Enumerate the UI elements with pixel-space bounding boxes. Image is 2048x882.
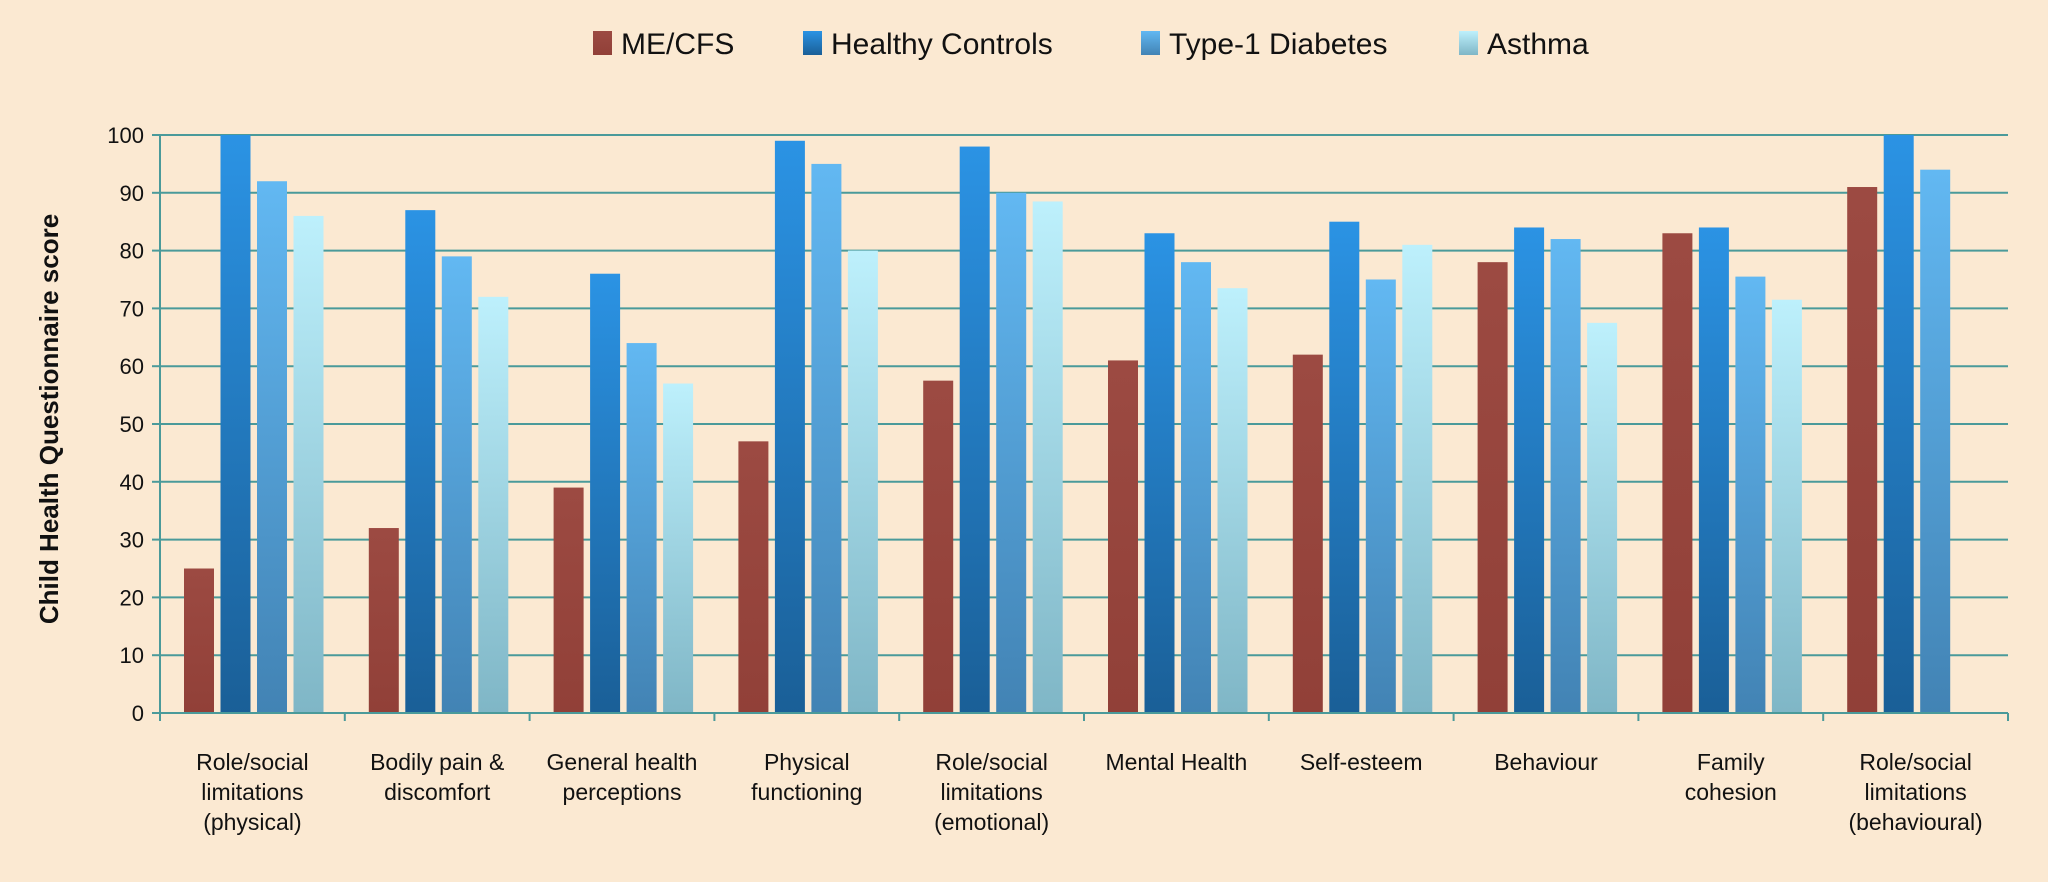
x-category-label-line: cohesion [1685, 779, 1777, 805]
y-tick-label: 70 [120, 296, 144, 321]
legend-label: Asthma [1487, 28, 1589, 61]
y-tick-label: 50 [120, 412, 144, 437]
x-category-label-line: limitations [201, 779, 303, 805]
legend-swatch [1459, 31, 1478, 55]
x-category-labels: Role/social limitations (physical) Bodily p… [196, 749, 1983, 835]
bar-me-cfs [184, 568, 214, 713]
bar-healthy-controls [220, 135, 251, 713]
y-tick-label: 20 [120, 585, 144, 610]
bar-asthma [1771, 299, 1802, 713]
y-tick-label: 90 [120, 181, 144, 206]
bar-healthy-controls [1144, 233, 1175, 713]
x-category-label: Role/social limitations (physical) [196, 749, 309, 835]
bar-healthy-controls [959, 146, 990, 713]
x-category-label: Behaviour [1494, 749, 1598, 775]
x-category-label: Role/social limitations (behavioural) [1848, 749, 1982, 835]
bars [184, 135, 1951, 714]
bar-me-cfs [1292, 354, 1323, 713]
bar-type-1-diabetes [1365, 279, 1396, 713]
x-category-label-line: Mental Health [1105, 749, 1247, 775]
legend: ME/CFS Healthy Controls Type-1 Diabetes Ast… [593, 28, 1589, 61]
bar-asthma [1587, 322, 1618, 713]
x-category-label: Physical functioning [751, 749, 862, 805]
x-category-label-line: Bodily pain & [370, 749, 504, 775]
bar-me-cfs [553, 487, 584, 713]
y-tick-label: 30 [120, 528, 144, 553]
bar-asthma [293, 215, 324, 714]
x-category-label: Self-esteem [1300, 749, 1423, 775]
y-tick-labels: 0 10 20 30 40 50 60 70 80 90 100 [107, 123, 144, 726]
bar-type-1-diabetes [441, 256, 472, 713]
x-category-label-line: Role/social [935, 749, 1048, 775]
bar-asthma [478, 296, 509, 713]
bar-type-1-diabetes [1550, 239, 1581, 714]
bar-type-1-diabetes [1920, 169, 1951, 713]
bar-me-cfs [1108, 360, 1138, 713]
bar-healthy-controls [1514, 227, 1545, 714]
y-axis-label: Child Health Questionnaire score [34, 214, 64, 624]
bar-asthma [663, 383, 694, 713]
x-category-label-line: discomfort [384, 779, 491, 805]
x-category-label-line: General health [547, 749, 698, 775]
bar-healthy-controls [405, 210, 436, 713]
y-tick-label: 100 [107, 123, 144, 148]
x-category-label-line: Physical [764, 749, 850, 775]
bar-me-cfs [738, 441, 769, 713]
x-category-label: General health perceptions [547, 749, 698, 805]
x-category-label-line: Role/social [196, 749, 309, 775]
bar-healthy-controls [1329, 221, 1360, 713]
bar-healthy-controls [1883, 135, 1914, 713]
x-category-label: Role/social limitations (emotional) [934, 749, 1049, 835]
bar-type-1-diabetes [1181, 262, 1211, 713]
y-tick-label: 40 [120, 470, 144, 495]
x-category-label-line: functioning [751, 779, 862, 805]
x-category-label-line: Role/social [1859, 749, 1972, 775]
x-category-label-line: Self-esteem [1300, 749, 1423, 775]
axes [159, 135, 2009, 721]
legend-swatch [803, 31, 822, 55]
y-tick-label: 10 [120, 643, 144, 668]
bar-me-cfs [1847, 187, 1878, 713]
y-tick-label: 0 [132, 701, 144, 726]
legend-swatch [1141, 31, 1160, 55]
x-category-label-line: Behaviour [1494, 749, 1598, 775]
legend-swatch [593, 31, 612, 55]
x-category-label-line: Family [1697, 749, 1765, 775]
bar-type-1-diabetes [996, 192, 1027, 714]
bar-me-cfs [1477, 262, 1508, 713]
x-category-label-line: (emotional) [934, 809, 1049, 835]
bar-asthma [1217, 288, 1248, 713]
bar-type-1-diabetes [257, 181, 287, 714]
bar-healthy-controls [590, 273, 621, 713]
bar-healthy-controls [774, 140, 805, 713]
bar-type-1-diabetes [1735, 276, 1766, 713]
bar-asthma [1402, 244, 1433, 713]
legend-label: ME/CFS [621, 28, 734, 61]
bar-type-1-diabetes [811, 163, 842, 713]
bar-healthy-controls [1698, 227, 1729, 714]
legend-label: Type-1 Diabetes [1169, 28, 1387, 61]
x-category-label-line: limitations [1864, 779, 1966, 805]
legend-label: Healthy Controls [831, 28, 1053, 61]
bar-asthma [847, 250, 878, 713]
bar-me-cfs [368, 528, 399, 713]
y-tick-label: 80 [120, 239, 144, 264]
y-tick-label: 60 [120, 354, 144, 379]
x-category-label-line: (physical) [203, 809, 301, 835]
bar-me-cfs [923, 380, 954, 713]
x-category-label-line: limitations [940, 779, 1042, 805]
x-category-label-line: perceptions [563, 779, 682, 805]
bar-type-1-diabetes [626, 343, 657, 713]
x-category-label: Bodily pain & discomfort [370, 749, 504, 805]
bar-asthma [1032, 201, 1063, 713]
x-category-label: Mental Health [1105, 749, 1247, 775]
bar-me-cfs [1662, 233, 1693, 713]
x-category-label: Family cohesion [1685, 749, 1777, 805]
x-category-label-line: (behavioural) [1848, 809, 1982, 835]
